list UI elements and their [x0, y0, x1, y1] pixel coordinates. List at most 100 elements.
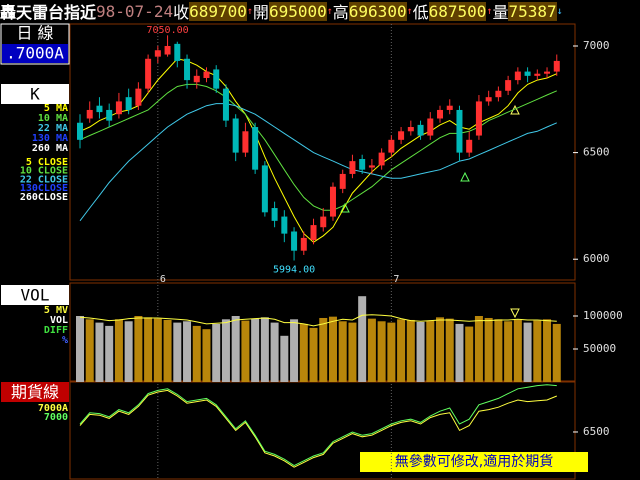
volume-bar — [192, 325, 201, 382]
candle-body — [320, 216, 327, 228]
quote-arrow: ↑ — [486, 5, 493, 17]
legend-entry: 22 MA — [38, 123, 68, 134]
candle-body — [193, 75, 200, 83]
volume-bar — [397, 319, 406, 382]
quote-label: 量 — [492, 3, 509, 22]
volume-bar — [416, 321, 425, 382]
futures-label: 期貨線 — [11, 383, 59, 402]
legend-entry: 22 CLOSE — [20, 174, 68, 185]
volume-bar — [124, 321, 133, 382]
volume-bar — [221, 319, 230, 382]
candle-body — [534, 73, 541, 76]
candle-body — [96, 105, 103, 113]
candle-body — [174, 43, 181, 61]
candle-body — [145, 58, 152, 89]
legend-entry: 260 MA — [32, 143, 68, 154]
candle-body — [456, 109, 463, 153]
legend-entry: 5 MV — [44, 305, 68, 316]
indicator-line — [79, 58, 558, 243]
legend-entry: 7000A — [38, 403, 68, 414]
volume-bar — [533, 320, 542, 382]
volume-bar — [445, 318, 454, 382]
futures-label-box — [1, 382, 69, 402]
legend-entry: 10 CLOSE — [20, 166, 68, 177]
vol-label-box — [1, 285, 69, 305]
legend-entry: 7000 — [44, 412, 68, 423]
volume-bar — [105, 325, 114, 382]
indicator-line — [79, 103, 557, 222]
legend-entry: 260CLOSE — [20, 192, 68, 203]
volume-bar — [134, 316, 143, 382]
price-annotation: 7050.00 — [146, 25, 188, 36]
period-label: 日 線 — [16, 24, 53, 43]
volume-bar — [202, 329, 211, 382]
quote-label: 高 — [332, 3, 349, 22]
volume-bar — [552, 323, 561, 382]
volume-bar — [426, 320, 435, 382]
instrument-name: 轟天雷台指近 — [0, 3, 97, 22]
indicator-line — [79, 314, 557, 327]
legend-entry: 5 CLOSE — [26, 157, 68, 168]
candle-body — [261, 165, 268, 213]
candle-body — [310, 225, 317, 241]
candle-body — [475, 101, 482, 136]
volume-bar — [358, 296, 367, 382]
candle-body — [300, 237, 307, 251]
candle-body — [184, 58, 191, 81]
candle-body — [281, 216, 288, 234]
volume-bar — [144, 317, 153, 382]
volume-bar — [241, 320, 250, 382]
quote-arrow: ↑ — [326, 5, 333, 17]
volume-bar — [231, 316, 240, 382]
indicator-line — [79, 384, 557, 467]
indicator-line — [79, 389, 557, 468]
volume-bar — [504, 321, 513, 382]
candle-body — [339, 173, 346, 189]
symbol-box — [2, 44, 68, 63]
legend-entry: 130CLOSE — [20, 183, 68, 194]
y-tick-label: 6000 — [583, 252, 610, 265]
volume-bar — [280, 335, 289, 382]
x-tick-label: 6 — [160, 274, 166, 285]
legend-entry: % — [62, 335, 68, 346]
candle-body — [495, 90, 502, 98]
candle-body — [164, 45, 171, 55]
volume-bar — [163, 319, 172, 382]
candle-body — [125, 97, 132, 110]
volume-bar — [338, 321, 347, 382]
quote-value: 695000 — [268, 1, 327, 21]
candle-body — [154, 50, 161, 57]
volume-bar — [377, 321, 386, 382]
candle-body — [446, 105, 453, 110]
volume-bar — [76, 316, 84, 382]
quote-arrow: ↓ — [556, 5, 563, 17]
candle-body — [514, 71, 521, 81]
candle-body — [544, 71, 551, 74]
y-tick-label: 100000 — [583, 309, 623, 322]
volume-bar — [387, 322, 396, 382]
volume-bar — [270, 322, 279, 382]
volume-bar — [95, 322, 104, 382]
legend-entry: VOL — [50, 315, 68, 326]
candle-body — [388, 139, 395, 153]
candle-body — [349, 161, 356, 174]
volume-bar — [543, 319, 552, 382]
volume-bar — [328, 316, 337, 382]
volume-bar — [348, 322, 357, 382]
candle-body — [291, 231, 298, 251]
quote-value: 75387 — [508, 1, 557, 21]
volume-bar — [474, 316, 483, 382]
volume-bar — [309, 327, 318, 382]
candle-body — [378, 152, 385, 166]
volume-bar — [319, 317, 328, 382]
price-annotation: 5994.00 — [273, 265, 315, 276]
legend-entry: DIFF — [44, 325, 68, 336]
volume-bar — [173, 322, 182, 382]
volume-bar — [183, 321, 192, 382]
legend-entry: 130 MA — [32, 133, 68, 144]
candle-body — [135, 88, 142, 106]
note: 無參數可修改,適用於期貨 — [395, 453, 553, 470]
candle-body — [329, 186, 336, 217]
quote-value: 696300 — [348, 1, 407, 21]
quote-value: 687500 — [428, 1, 487, 21]
